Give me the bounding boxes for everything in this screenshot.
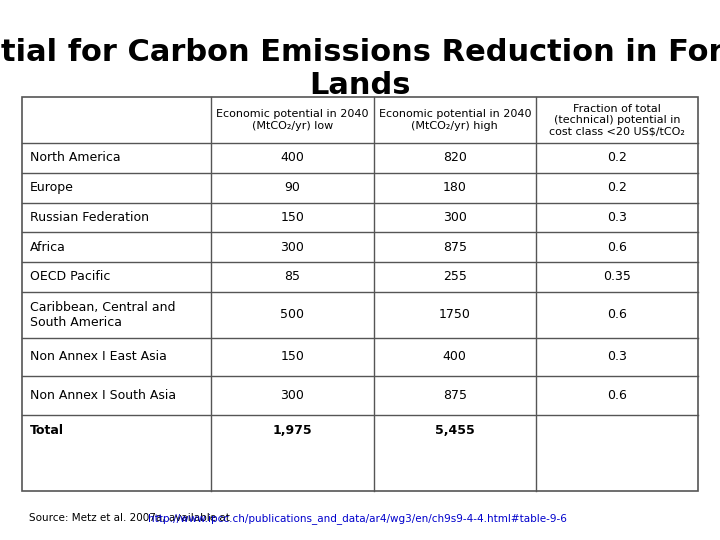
- Text: 300: 300: [443, 211, 467, 224]
- Text: 0.6: 0.6: [607, 240, 627, 254]
- Text: 300: 300: [280, 240, 305, 254]
- Text: Non Annex I East Asia: Non Annex I East Asia: [30, 350, 167, 363]
- Text: 255: 255: [443, 270, 467, 284]
- Text: http://www.ipcc.ch/publications_and_data/ar4/wg3/en/ch9s9-4-4.html#table-9-6: http://www.ipcc.ch/publications_and_data…: [148, 513, 567, 524]
- Text: Caribbean, Central and
South America: Caribbean, Central and South America: [30, 301, 176, 328]
- Text: 820: 820: [443, 151, 467, 165]
- Text: 150: 150: [280, 211, 305, 224]
- Text: 300: 300: [280, 389, 305, 402]
- Text: 0.6: 0.6: [607, 308, 627, 321]
- Text: 1,975: 1,975: [272, 423, 312, 437]
- Text: 1750: 1750: [438, 308, 471, 321]
- Text: 0.2: 0.2: [607, 151, 627, 165]
- Text: OECD Pacific: OECD Pacific: [30, 270, 111, 284]
- Text: Economic potential in 2040
(MtCO₂/yr) low: Economic potential in 2040 (MtCO₂/yr) lo…: [216, 109, 369, 131]
- Text: 150: 150: [280, 350, 305, 363]
- Text: 85: 85: [284, 270, 300, 284]
- Text: Fraction of total
(technical) potential in
cost class <20 US$/tCO₂: Fraction of total (technical) potential …: [549, 104, 685, 137]
- Text: Russian Federation: Russian Federation: [30, 211, 149, 224]
- Text: Europe: Europe: [30, 181, 74, 194]
- Text: Non Annex I South Asia: Non Annex I South Asia: [30, 389, 176, 402]
- Text: 5,455: 5,455: [435, 423, 474, 437]
- Text: 500: 500: [280, 308, 305, 321]
- Text: 180: 180: [443, 181, 467, 194]
- Text: 0.3: 0.3: [607, 211, 627, 224]
- Text: Source: Metz et al. 2007a, available at: Source: Metz et al. 2007a, available at: [29, 514, 233, 523]
- Text: Potential for Carbon Emissions Reduction in Forested
Lands: Potential for Carbon Emissions Reduction…: [0, 38, 720, 100]
- Text: 400: 400: [443, 350, 467, 363]
- Text: Economic potential in 2040
(MtCO₂/yr) high: Economic potential in 2040 (MtCO₂/yr) hi…: [379, 109, 531, 131]
- Text: 90: 90: [284, 181, 300, 194]
- Text: Africa: Africa: [30, 240, 66, 254]
- Text: 0.35: 0.35: [603, 270, 631, 284]
- Text: 875: 875: [443, 240, 467, 254]
- Text: 875: 875: [443, 389, 467, 402]
- Text: North America: North America: [30, 151, 121, 165]
- Text: 0.3: 0.3: [607, 350, 627, 363]
- Text: 0.6: 0.6: [607, 389, 627, 402]
- Text: 0.2: 0.2: [607, 181, 627, 194]
- Text: 400: 400: [280, 151, 305, 165]
- Text: Total: Total: [30, 423, 64, 437]
